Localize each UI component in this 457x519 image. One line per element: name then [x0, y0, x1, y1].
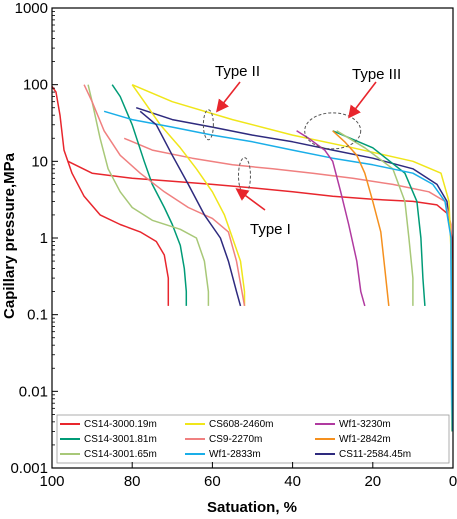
legend-box [56, 414, 450, 464]
series-line-segment [123, 137, 453, 432]
series-line [87, 84, 210, 306]
legend-label: CS14-3001.65m [84, 449, 157, 460]
annotation-label: Type I [250, 221, 291, 238]
x-tick-label: 0 [449, 473, 457, 490]
y-tick-label: 0.01 [19, 383, 48, 400]
series-line [131, 84, 246, 306]
x-axis-ticks: 100 80 60 40 20 0 [39, 462, 457, 490]
annotation-arrow [348, 81, 377, 119]
series-line [139, 110, 242, 307]
x-tick-label: 20 [364, 473, 381, 490]
legend-label: CS9-2270m [209, 434, 262, 445]
annotation-labels: Type II Type III Type I [215, 63, 401, 238]
legend-label: Wf1-3230m [339, 419, 391, 430]
series-line-segment [332, 130, 426, 306]
y-tick-label: 1 [40, 230, 48, 247]
y-axis-title: Capillary pressure,MPa [1, 152, 18, 319]
y-axis-ticks: 1000 100 10 1 0.1 0.01 0.001 [10, 0, 58, 477]
series-line-segment [67, 160, 453, 432]
series-line-segment [131, 84, 453, 432]
series-line [103, 110, 453, 432]
legend: CS14-3000.19m CS608-2460m Wf1-3230m CS14-30… [56, 414, 450, 464]
y-tick-label: 1000 [15, 0, 48, 17]
annotation-ellipse [304, 112, 362, 150]
y-tick-label: 0.001 [10, 460, 48, 477]
series-line [111, 84, 188, 306]
annotation-arrows [216, 81, 377, 211]
x-tick-label: 80 [124, 473, 141, 490]
annotation-ellipse [237, 157, 251, 195]
y-tick-label: 10 [31, 153, 48, 170]
series-line [51, 85, 170, 306]
y-tick-label: 0.1 [27, 307, 48, 324]
annotation-arrow [216, 81, 241, 113]
legend-label: CS608-2460m [209, 419, 273, 430]
y-tick-label: 100 [23, 77, 48, 94]
x-tick-label: 40 [284, 473, 301, 490]
x-tick-label: 100 [39, 473, 64, 490]
series-line-segment [336, 130, 414, 306]
annotation-ellipse [202, 109, 214, 141]
annotation-label: Type III [352, 66, 401, 83]
series-line [83, 84, 246, 307]
annotation-label: Type II [215, 63, 260, 80]
series-line-segment [135, 106, 453, 432]
legend-label: CS14-3001.81m [84, 434, 157, 445]
annotation-arrow [235, 188, 266, 211]
legend-label: CS14-3000.19m [84, 419, 157, 430]
legend-label: Wf1-2833m [209, 449, 261, 460]
x-axis-title: Satuation, % [207, 499, 297, 516]
x-tick-label: 60 [204, 473, 221, 490]
legend-label: CS11-2584.45m [339, 449, 411, 460]
series-line [296, 130, 366, 307]
curves-layer [51, 84, 453, 432]
legend-label: Wf1-2842m [339, 434, 391, 445]
series-line [332, 130, 390, 306]
annotation-ellipses [202, 109, 362, 195]
